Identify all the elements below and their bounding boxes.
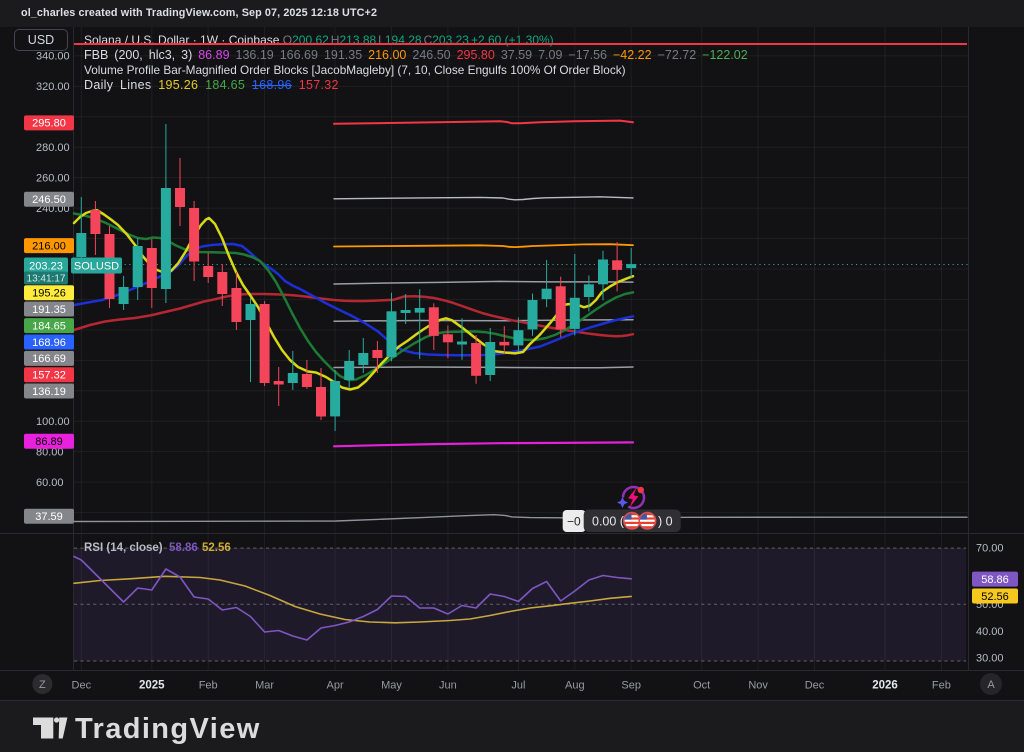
- svg-text:Oct: Oct: [693, 680, 710, 692]
- svg-text:Nov: Nov: [748, 680, 768, 692]
- svg-text:52.56: 52.56: [981, 591, 1009, 603]
- svg-text:Feb: Feb: [199, 680, 218, 692]
- svg-text:Aug: Aug: [565, 680, 585, 692]
- svg-text:86.89: 86.89: [35, 436, 63, 448]
- svg-text:70.00: 70.00: [976, 543, 1004, 555]
- svg-text:Feb: Feb: [932, 680, 951, 692]
- svg-text:195.26: 195.26: [32, 288, 66, 300]
- svg-text:168.96: 168.96: [32, 337, 66, 349]
- svg-text:80.00: 80.00: [36, 446, 64, 458]
- svg-text:Dec: Dec: [72, 680, 92, 692]
- svg-text:Mar: Mar: [255, 680, 274, 692]
- svg-text:320.00: 320.00: [36, 81, 70, 93]
- svg-text:157.32: 157.32: [32, 370, 66, 382]
- svg-text:58.86: 58.86: [169, 542, 198, 554]
- svg-text:295.80: 295.80: [32, 118, 66, 130]
- svg-text:2025: 2025: [139, 680, 165, 692]
- svg-text:58.86: 58.86: [981, 574, 1009, 586]
- svg-text:Sep: Sep: [621, 680, 641, 692]
- svg-text:Jul: Jul: [511, 680, 525, 692]
- svg-text:−0: −0: [567, 515, 581, 529]
- svg-text:203.23: 203.23: [29, 261, 63, 273]
- svg-text:SOLUSD: SOLUSD: [74, 261, 119, 273]
- svg-text:A: A: [987, 679, 995, 691]
- svg-text:Jun: Jun: [439, 680, 457, 692]
- svg-text:2026: 2026: [872, 680, 898, 692]
- svg-text:166.69: 166.69: [32, 353, 66, 365]
- svg-text:280.00: 280.00: [36, 142, 70, 154]
- svg-text:246.50: 246.50: [32, 194, 66, 206]
- svg-text:May: May: [381, 680, 402, 692]
- svg-text:191.35: 191.35: [32, 304, 66, 316]
- svg-text:RSI (14, close): RSI (14, close): [84, 542, 163, 554]
- svg-text:100.00: 100.00: [36, 416, 70, 428]
- svg-text:37.59: 37.59: [35, 511, 63, 523]
- svg-text:40.00: 40.00: [976, 626, 1004, 638]
- svg-text:52.56: 52.56: [202, 542, 231, 554]
- svg-text:0.00 (: 0.00 (: [592, 515, 625, 529]
- svg-text:260.00: 260.00: [36, 172, 70, 184]
- svg-text:Apr: Apr: [327, 680, 344, 692]
- svg-text:) 0: ) 0: [658, 515, 673, 529]
- svg-text:184.65: 184.65: [32, 320, 66, 332]
- svg-text:340.00: 340.00: [36, 51, 70, 63]
- svg-text:Z: Z: [39, 679, 46, 691]
- svg-text:13:41:17: 13:41:17: [27, 274, 66, 285]
- svg-text:216.00: 216.00: [32, 240, 66, 252]
- svg-text:30.00: 30.00: [976, 653, 1004, 665]
- svg-text:Dec: Dec: [805, 680, 825, 692]
- svg-text:136.19: 136.19: [32, 386, 66, 398]
- svg-text:60.00: 60.00: [36, 477, 64, 489]
